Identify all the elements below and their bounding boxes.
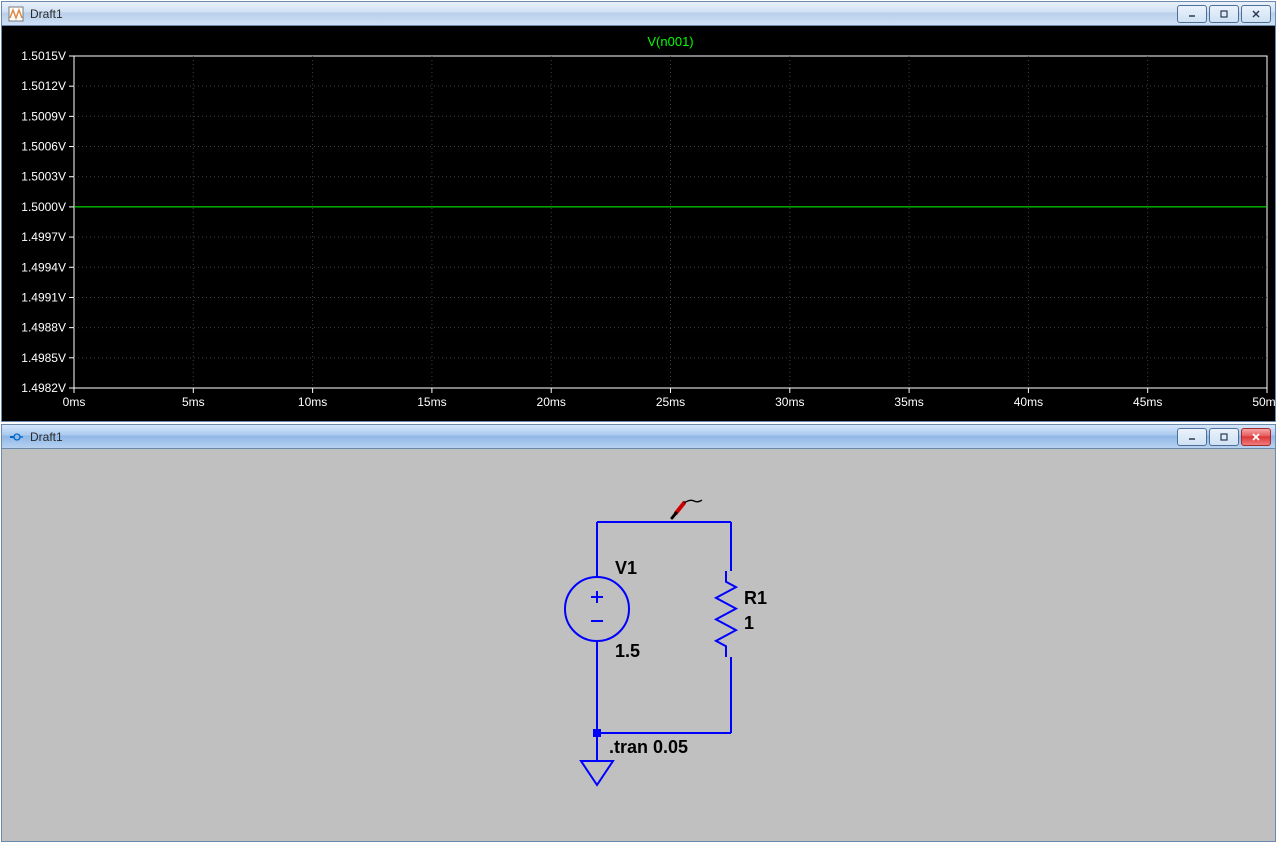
schematic-window-controls	[1177, 428, 1271, 446]
junction-node[interactable]	[593, 729, 601, 737]
y-tick-label: 1.5000V	[21, 200, 66, 214]
waveform-plot-svg[interactable]: V(n001) 1.4982V 1.4985V 1.4988V 1.4991V 1.499…	[2, 26, 1275, 421]
waveform-titlebar[interactable]: Draft1	[2, 2, 1275, 26]
voltage-source[interactable]	[565, 577, 629, 641]
schematic-canvas[interactable]: V1 1.5 R1 1 .tran 0.05	[2, 449, 1275, 841]
y-tick-label: 1.5015V	[21, 49, 66, 63]
maximize-button[interactable]	[1209, 5, 1239, 23]
component-value-label[interactable]: 1	[744, 613, 754, 633]
y-tick-label: 1.5009V	[21, 109, 66, 123]
x-tick-label: 25ms	[656, 395, 685, 409]
schematic-app-icon	[8, 429, 24, 445]
x-tick-label: 40ms	[1014, 395, 1043, 409]
waveform-title: Draft1	[30, 7, 63, 21]
x-tick-label: 50ms	[1252, 395, 1275, 409]
component-name-label[interactable]: R1	[744, 588, 767, 608]
component-value-label[interactable]: 1.5	[615, 641, 640, 661]
y-tick-label: 1.5012V	[21, 79, 66, 93]
ground-symbol[interactable]	[581, 761, 613, 785]
component-name-label[interactable]: V1	[615, 558, 637, 578]
x-tick-label: 20ms	[537, 395, 566, 409]
minimize-button[interactable]	[1177, 428, 1207, 446]
x-tick-label: 30ms	[775, 395, 804, 409]
x-tick-label: 35ms	[894, 395, 923, 409]
spice-directive[interactable]: .tran 0.05	[609, 737, 688, 757]
voltage-probe-cursor[interactable]	[672, 500, 702, 518]
y-tick-label: 1.4988V	[21, 321, 66, 335]
x-tick-label: 10ms	[298, 395, 327, 409]
trace-label[interactable]: V(n001)	[647, 34, 693, 49]
x-tick-label: 0ms	[63, 395, 86, 409]
schematic-svg[interactable]: V1 1.5 R1 1 .tran 0.05	[2, 449, 1275, 841]
waveform-plot-area[interactable]: V(n001) 1.4982V 1.4985V 1.4988V 1.4991V 1.499…	[2, 26, 1275, 421]
y-tick-label: 1.4985V	[21, 351, 66, 365]
y-tick-label: 1.5003V	[21, 170, 66, 184]
x-tick-label: 15ms	[417, 395, 446, 409]
waveform-app-icon	[8, 6, 24, 22]
y-tick-label: 1.4994V	[21, 260, 66, 274]
close-button[interactable]	[1241, 5, 1271, 23]
waveform-viewer-window[interactable]: Draft1 V(n001) 1.4982V 1.4985V 1.4988V 1.499…	[1, 1, 1276, 422]
maximize-button[interactable]	[1209, 428, 1239, 446]
resistor[interactable]	[716, 571, 736, 657]
y-tick-label: 1.4997V	[21, 230, 66, 244]
waveform-window-controls	[1177, 5, 1271, 23]
y-tick-label: 1.4991V	[21, 290, 66, 304]
schematic-titlebar[interactable]: Draft1	[2, 425, 1275, 449]
minimize-button[interactable]	[1177, 5, 1207, 23]
y-tick-label: 1.4982V	[21, 381, 66, 395]
plot-border	[74, 56, 1267, 388]
y-tick-label: 1.5006V	[21, 140, 66, 154]
x-tick-label: 5ms	[182, 395, 205, 409]
close-button[interactable]	[1241, 428, 1271, 446]
x-tick-label: 45ms	[1133, 395, 1162, 409]
schematic-editor-window[interactable]: Draft1 V1 1.5 R1 1 .tran 0.05	[1, 424, 1276, 842]
schematic-title: Draft1	[30, 430, 63, 444]
